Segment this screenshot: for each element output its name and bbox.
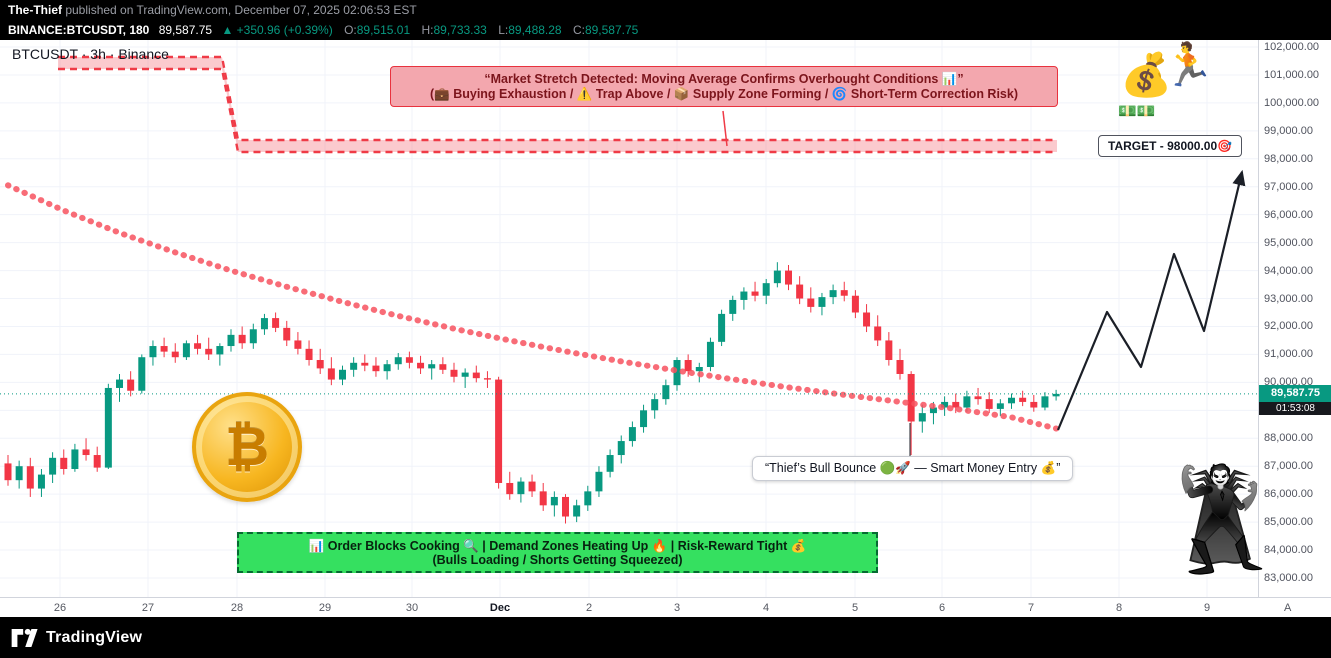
- price-axis-label: 93,000.00: [1264, 292, 1313, 305]
- price-change: ▲ +350.96 (+0.39%): [221, 23, 333, 37]
- price-axis-label: 84,000.00: [1264, 544, 1313, 557]
- money-bag-icon: 💰: [1120, 51, 1173, 98]
- price-axis-label: 88,000.00: [1264, 432, 1313, 445]
- time-axis-label: 5: [851, 602, 859, 614]
- bitcoin-symbol: ₿: [224, 417, 269, 477]
- price-axis-label: 101,000.00: [1264, 68, 1320, 81]
- price-axis-label: 85,000.00: [1264, 516, 1313, 529]
- time-axis-label: 2: [585, 602, 593, 614]
- time-axis-label: 8: [1115, 602, 1123, 614]
- open-label: O:: [344, 23, 357, 37]
- footer-bar: TradingView: [0, 617, 1331, 658]
- dollar-bills-icon: 💵💵: [1118, 103, 1156, 120]
- time-axis-label: 29: [318, 602, 332, 614]
- last-price-badge: 89,587.75: [1259, 385, 1331, 403]
- price-axis-label: 92,000.00: [1264, 320, 1313, 333]
- low-label: L:: [498, 23, 509, 37]
- price-axis-label: 100,000.00: [1264, 96, 1320, 109]
- time-axis-label: 30: [405, 602, 419, 614]
- thief-figure-icon: 🦹: [1158, 464, 1283, 576]
- author-name: The-Thief: [8, 3, 62, 17]
- bar-countdown: 01:53:08: [1259, 402, 1331, 416]
- price-axis[interactable]: 89,587.75 01:53:08 102,000.00 101,000.00 1…: [1258, 40, 1331, 597]
- publish-bar: The-Thief published on TradingView.com, …: [0, 0, 1331, 20]
- time-axis-label: 26: [53, 602, 67, 614]
- time-axis[interactable]: A 26 27 28 29 30 Dec 2 3 4 5 6 7 8 9: [0, 597, 1331, 617]
- price-axis-label: 98,000.00: [1264, 152, 1313, 165]
- bitcoin-coin-icon: ₿: [192, 392, 302, 502]
- tradingview-logo-icon: [11, 628, 38, 647]
- symbol-bar: BINANCE:BTCUSDT, 180 89,587.75 ▲ +350.96…: [0, 20, 1331, 40]
- time-axis-label: 6: [938, 602, 946, 614]
- time-axis-label: 28: [230, 602, 244, 614]
- price-axis-label: 87,000.00: [1264, 460, 1313, 473]
- price-axis-label: 96,000.00: [1264, 208, 1313, 221]
- brand-name: TradingView: [46, 628, 143, 646]
- last-price: 89,587.75: [158, 23, 213, 37]
- axis-settings-button[interactable]: A: [1284, 602, 1292, 614]
- chart-canvas[interactable]: BTCUSDT · 3h · Binance “Market Stretch D…: [0, 40, 1283, 597]
- publish-info: published on TradingView.com, December 0…: [62, 3, 417, 17]
- target-price-label: TARGET - 98000.00🎯: [1098, 135, 1243, 157]
- price-axis-label: 95,000.00: [1264, 236, 1313, 249]
- high-value: 89,733.33: [433, 23, 487, 37]
- price-axis-label: 94,000.00: [1264, 264, 1313, 277]
- time-axis-label: 27: [141, 602, 155, 614]
- time-axis-label: 9: [1203, 602, 1211, 614]
- price-axis-label: 102,000.00: [1264, 41, 1320, 53]
- time-axis-label: 4: [762, 602, 770, 614]
- supply-note-line2: (💼 Buying Exhaustion / ⚠️ Trap Above / 📦…: [430, 87, 1018, 101]
- price-axis-label: 97,000.00: [1264, 180, 1313, 193]
- time-axis-label: 3: [673, 602, 681, 614]
- running-thief-icon: 🏃: [1162, 41, 1215, 88]
- money-bag-thief-graphic: 🏃 💰 💵💵: [1118, 42, 1228, 137]
- bull-bounce-note: “Thief’s Bull Bounce 🟢🚀 — Smart Money En…: [752, 456, 1074, 481]
- demand-note-line2: (Bulls Loading / Shorts Getting Squeezed…: [432, 553, 683, 567]
- demand-zone-note: 📊 Order Blocks Cooking 🔍 | Demand Zones …: [237, 532, 878, 573]
- close-label: C:: [572, 23, 585, 37]
- candlestick-chart[interactable]: [0, 40, 1258, 597]
- price-axis-label: 99,000.00: [1264, 124, 1313, 137]
- price-axis-label: 91,000.00: [1264, 348, 1313, 361]
- chart-legend: BTCUSDT · 3h · Binance: [12, 46, 169, 62]
- open-value: 89,515.01: [356, 23, 411, 37]
- price-axis-label: 86,000.00: [1264, 488, 1313, 501]
- time-axis-label: 7: [1027, 602, 1035, 614]
- close-value: 89,587.75: [584, 23, 639, 37]
- price-axis-label: 90,000.00: [1264, 376, 1313, 389]
- price-axis-label: 83,000.00: [1264, 572, 1313, 584]
- low-value: 89,488.28: [508, 23, 562, 37]
- time-axis-label: Dec: [489, 602, 511, 614]
- high-label: H:: [421, 23, 434, 37]
- supply-zone-note: “Market Stretch Detected: Moving Average…: [390, 66, 1058, 107]
- symbol-name: BINANCE:BTCUSDT, 180: [8, 23, 150, 37]
- demand-note-line1: 📊 Order Blocks Cooking 🔍 | Demand Zones …: [308, 539, 807, 553]
- supply-note-line1: “Market Stretch Detected: Moving Average…: [484, 72, 964, 86]
